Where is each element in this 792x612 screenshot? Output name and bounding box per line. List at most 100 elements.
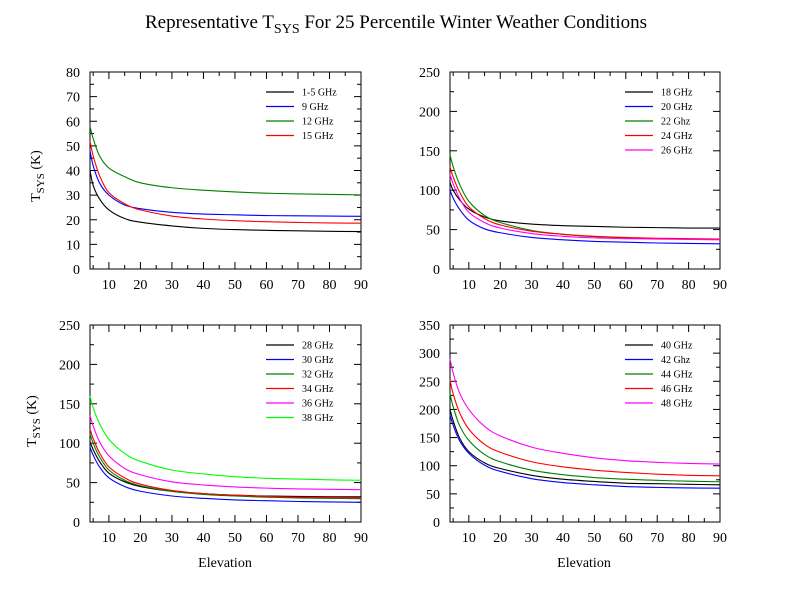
y-tick-label: 60 <box>66 115 80 130</box>
x-tick-label: 20 <box>493 531 507 546</box>
y-tick-label: 300 <box>419 347 440 362</box>
y-tick-label: 50 <box>66 477 80 492</box>
x-tick-label: 90 <box>713 531 727 546</box>
x-tick-label: 80 <box>322 531 336 546</box>
title-subscript: SYS <box>273 21 300 37</box>
x-tick-label: 80 <box>322 278 336 293</box>
y-tick-label: 0 <box>433 516 440 531</box>
x-tick-label: 60 <box>259 278 273 293</box>
chart-panel-3: 10 20 30 40 50 60 70 80 90 0 50 100 150 200 250 28 GHz 3… <box>59 319 368 546</box>
x-tick-label: 60 <box>619 531 633 546</box>
legend-label: 30 GHz <box>302 355 334 366</box>
x-tick-label: 80 <box>682 531 696 546</box>
legend-label: 28 GHz <box>302 341 334 352</box>
x-tick-label: 90 <box>713 278 727 293</box>
y-tick-label: 20 <box>66 214 80 229</box>
legend-label: 38 GHz <box>302 413 334 424</box>
legend-label: 32 GHz <box>302 370 334 381</box>
series-line <box>449 182 721 229</box>
y-tick-label: 30 <box>66 189 80 204</box>
series-line <box>449 358 721 465</box>
x-tick-label: 90 <box>354 278 368 293</box>
y-tick-label: 10 <box>66 238 80 253</box>
x-tick-label: 10 <box>102 531 116 546</box>
legend-label: 20 GHz <box>661 102 693 113</box>
x-tick-label: 60 <box>619 278 633 293</box>
legend-label: 22 Ghz <box>661 117 691 128</box>
x-tick-label: 20 <box>133 278 147 293</box>
y-tick-label: 200 <box>419 403 440 418</box>
y-tick-label: 50 <box>426 488 440 503</box>
chart-panel-1: 10 20 30 40 50 60 70 80 90 0 10 20 30 40 50 60 70 80 1-5 G… <box>66 66 368 293</box>
chart-panel-2: 10 20 30 40 50 60 70 80 90 0 50 100 150 200 250 18 GHz 2… <box>419 66 727 293</box>
legend-label: 44 GHz <box>661 370 693 381</box>
series-line <box>89 150 362 217</box>
x-tick-label: 60 <box>259 531 273 546</box>
series-line <box>449 409 721 486</box>
x-tick-label: 80 <box>682 278 696 293</box>
y-tick-label: 200 <box>419 105 440 120</box>
legend-label: 9 GHz <box>302 102 329 113</box>
y-tick-label: 150 <box>419 432 440 447</box>
y-tick-label: 50 <box>426 224 440 239</box>
x-tick-label: 30 <box>165 278 179 293</box>
title-prefix: Representative T <box>145 12 274 33</box>
series-line <box>89 446 362 503</box>
legend-label: 26 GHz <box>661 146 693 157</box>
y-tick-label: 0 <box>73 516 80 531</box>
series-line <box>89 433 362 500</box>
legend-label: 34 GHz <box>302 384 334 395</box>
x-tick-label: 10 <box>102 278 116 293</box>
y-tick-label: 70 <box>66 91 80 106</box>
legend-label: 12 GHz <box>302 117 334 128</box>
x-tick-label: 20 <box>133 531 147 546</box>
x-axis-label-left: Elevation <box>198 556 252 571</box>
series-line <box>449 393 721 483</box>
x-tick-label: 70 <box>650 278 664 293</box>
y-tick-label: 250 <box>419 66 440 81</box>
legend-label: 48 GHz <box>661 399 693 410</box>
legend-label: 36 GHz <box>302 399 334 410</box>
y-tick-label: 250 <box>59 319 80 334</box>
x-tick-label: 70 <box>291 531 305 546</box>
legend-label: 1-5 GHz <box>302 88 337 99</box>
series-line <box>449 189 721 245</box>
legend-label: 18 GHz <box>661 88 693 99</box>
y-tick-label: 50 <box>66 140 80 155</box>
series-line <box>89 140 362 224</box>
legend-label: 42 Ghz <box>661 355 691 366</box>
figure-title: Representative TSYS For 25 Percentile Wi… <box>0 12 792 38</box>
y-tick-label: 150 <box>419 145 440 160</box>
x-tick-label: 40 <box>556 278 570 293</box>
y-tick-label: 250 <box>419 375 440 390</box>
y-tick-label: 40 <box>66 165 80 180</box>
x-tick-label: 10 <box>462 278 476 293</box>
x-tick-label: 30 <box>525 531 539 546</box>
x-tick-label: 90 <box>354 531 368 546</box>
y-tick-label: 0 <box>73 263 80 278</box>
series-line <box>89 170 362 233</box>
x-tick-label: 70 <box>291 278 305 293</box>
y-tick-label: 100 <box>419 184 440 199</box>
legend-label: 15 GHz <box>302 131 334 142</box>
x-tick-label: 40 <box>196 278 210 293</box>
x-tick-label: 40 <box>196 531 210 546</box>
series-line <box>449 174 721 241</box>
y-tick-label: 150 <box>59 398 80 413</box>
y-tick-label: 100 <box>59 437 80 452</box>
x-tick-label: 50 <box>587 531 601 546</box>
x-axis-label-right: Elevation <box>557 556 611 571</box>
y-tick-label: 350 <box>419 319 440 334</box>
x-tick-label: 30 <box>525 278 539 293</box>
y-tick-label: 80 <box>66 66 80 81</box>
series-line <box>89 428 362 499</box>
x-tick-label: 50 <box>228 531 242 546</box>
x-tick-label: 30 <box>165 531 179 546</box>
series-line <box>449 380 721 477</box>
legend-label: 46 GHz <box>661 384 693 395</box>
x-tick-label: 10 <box>462 531 476 546</box>
series-line <box>449 166 721 240</box>
y-tick-label: 200 <box>59 358 80 373</box>
y-tick-label: 100 <box>419 460 440 475</box>
x-tick-label: 70 <box>650 531 664 546</box>
